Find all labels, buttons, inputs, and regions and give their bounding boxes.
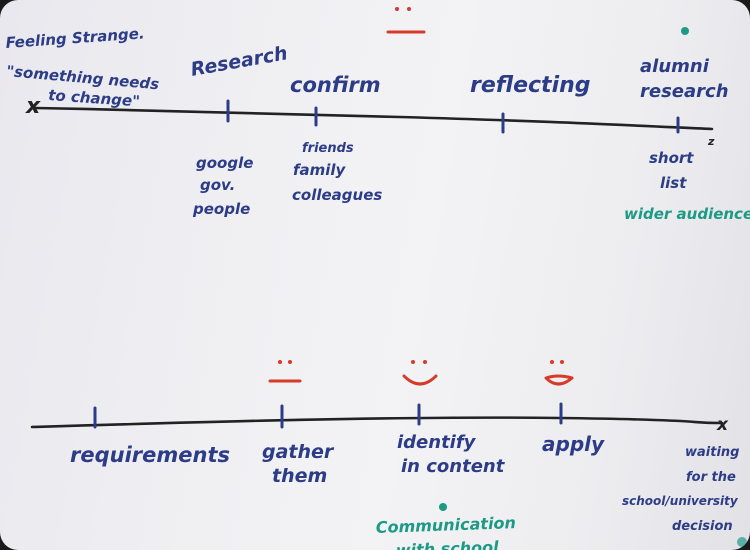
stage-apply: apply bbox=[542, 432, 605, 456]
smile-face-identify bbox=[402, 360, 438, 386]
short-list-line-1: short bbox=[649, 149, 694, 167]
confirm-note-2: family bbox=[293, 161, 347, 179]
stage-alumni-line-2: research bbox=[640, 81, 729, 102]
neutral-face-top bbox=[386, 7, 426, 34]
top-timeline-line bbox=[33, 106, 714, 131]
bottom-end-marker: x bbox=[716, 415, 729, 435]
waiting-note: waiting for the school/university decisi… bbox=[622, 445, 739, 534]
communication-note-line-1: Communication bbox=[375, 513, 516, 537]
confirm-notes: friends family colleagues bbox=[292, 141, 382, 204]
top-timeline: x z bbox=[25, 94, 715, 148]
start-note-line-1: Feeling Strange. bbox=[5, 24, 145, 52]
stage-gather-line-2: them bbox=[272, 465, 327, 487]
confirm-note-3: colleagues bbox=[292, 186, 382, 204]
waiting-note-line-4: decision bbox=[672, 519, 733, 534]
top-end-marker: z bbox=[707, 135, 715, 148]
stage-requirements: requirements bbox=[70, 443, 230, 467]
bottom-timeline-line bbox=[30, 416, 724, 429]
stage-alumni-line-1: alumni bbox=[640, 56, 710, 77]
neutral-face-gather bbox=[268, 360, 302, 383]
waiting-note-line-1: waiting bbox=[685, 445, 739, 460]
short-list-line-2: list bbox=[660, 174, 687, 192]
research-note-3: people bbox=[192, 200, 250, 218]
research-notes: google gov. people bbox=[192, 154, 253, 218]
communication-note-line-2: with school bbox=[395, 537, 499, 550]
waiting-note-line-3: school/university bbox=[622, 494, 739, 508]
stage-gather-line-1: gather bbox=[262, 441, 335, 463]
stage-reflecting: reflecting bbox=[470, 73, 591, 98]
stage-research: Research bbox=[189, 42, 289, 81]
research-note-1: google bbox=[196, 154, 253, 172]
green-dot-top bbox=[681, 27, 689, 35]
stage-confirm: confirm bbox=[290, 73, 381, 97]
waiting-note-line-2: for the bbox=[686, 470, 736, 485]
confirm-note-1: friends bbox=[302, 141, 354, 156]
wider-audience-note: wider audience bbox=[624, 205, 750, 223]
top-start-marker: x bbox=[25, 94, 41, 119]
bottom-timeline: x bbox=[30, 402, 729, 435]
green-dot-bottom bbox=[439, 503, 447, 511]
stage-identify-line-2: in content bbox=[401, 456, 506, 477]
grin-face-apply bbox=[544, 360, 574, 386]
corner-smudge bbox=[737, 537, 747, 547]
research-note-2: gov. bbox=[200, 176, 235, 194]
stage-identify-line-1: identify bbox=[397, 432, 477, 453]
